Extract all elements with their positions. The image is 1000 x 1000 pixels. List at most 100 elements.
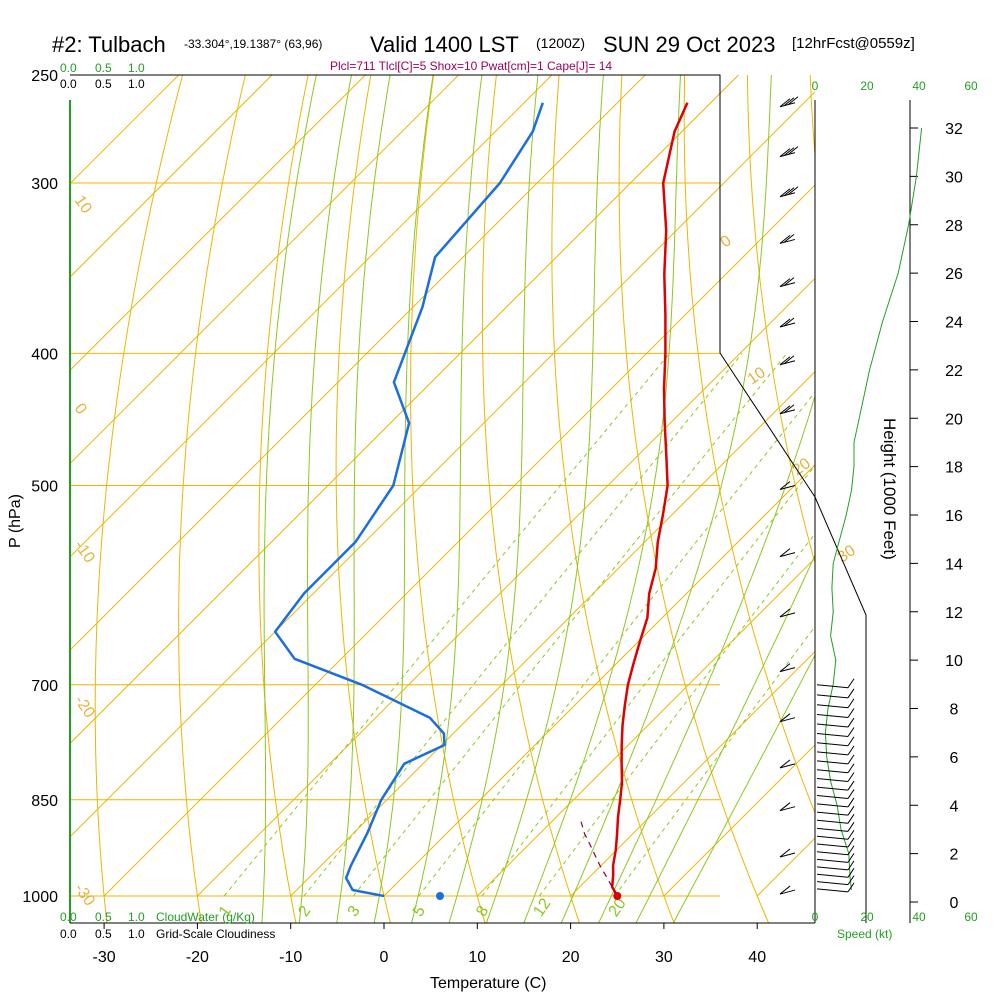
wind-barb bbox=[779, 146, 799, 158]
wind-barb-flag bbox=[783, 277, 795, 287]
dry-adiabat bbox=[746, 75, 815, 565]
wind-barb-staff bbox=[816, 742, 849, 747]
temperature-tick-label: 10 bbox=[468, 949, 486, 966]
wind-barb-staff bbox=[816, 723, 849, 728]
wind-barb-staff bbox=[816, 819, 849, 824]
wind-barb bbox=[779, 713, 796, 723]
pressure-tick-label: 1000 bbox=[22, 889, 58, 906]
wind-barb-staff bbox=[816, 811, 849, 816]
temperature-tick-label: -20 bbox=[186, 949, 209, 966]
wind-barb-staff bbox=[816, 732, 849, 737]
isotherm-line bbox=[70, 75, 459, 465]
wind-barb-flag bbox=[847, 805, 855, 816]
height-tick-label: 16 bbox=[945, 508, 963, 525]
pressure-tick-label: 850 bbox=[31, 793, 58, 810]
pressure-tick-label: 250 bbox=[31, 68, 58, 85]
isotherm-line bbox=[476, 557, 815, 897]
moist-adiabat bbox=[336, 75, 391, 923]
height-tick-label: 30 bbox=[945, 169, 963, 186]
moist-adiabat bbox=[411, 75, 483, 923]
mixing-ratio-label: 3 bbox=[345, 903, 364, 920]
wind-barb-staff bbox=[779, 485, 796, 490]
dewpoint-profile bbox=[273, 102, 544, 898]
wind-barb-flag bbox=[847, 698, 855, 709]
wind-barb-staff bbox=[816, 858, 849, 863]
wind-barb bbox=[779, 355, 796, 366]
wind-barb-staff bbox=[779, 852, 796, 858]
wind-barb-flag bbox=[847, 772, 855, 782]
mixing-ratio-line bbox=[303, 352, 743, 897]
mixing-ratio-line bbox=[223, 352, 671, 897]
wind-barb-flag bbox=[787, 96, 799, 106]
chart-station: #2: Tulbach bbox=[52, 32, 166, 57]
wind-barb bbox=[779, 96, 799, 108]
mixing-ratio-line bbox=[481, 464, 815, 897]
speed-tick-label: 0 bbox=[812, 910, 819, 924]
wind-barb bbox=[779, 608, 796, 618]
wind-barb bbox=[779, 277, 796, 288]
wind-barb-flag bbox=[847, 754, 855, 765]
wind-barb-flag bbox=[779, 278, 791, 288]
wind-barb-flag bbox=[847, 745, 855, 756]
isotherm-label: -30 bbox=[71, 881, 98, 910]
moist-adiabat bbox=[485, 75, 604, 923]
cloud-tick: 0.5 bbox=[95, 61, 112, 75]
cloud-tick: 1.0 bbox=[128, 927, 145, 941]
moist-adiabat bbox=[261, 75, 317, 923]
chart-forecast: [12hrFcst@0559z] bbox=[792, 35, 915, 52]
wind-barb-flag bbox=[847, 868, 855, 878]
chart-coords: -33.304°,19.1387° (63,96) bbox=[184, 37, 322, 51]
wind-barb-staff bbox=[779, 763, 796, 769]
wind-barb bbox=[779, 481, 796, 490]
speed-tick-label: 60 bbox=[964, 910, 978, 924]
speed-tick-label: 60 bbox=[964, 79, 978, 93]
cloud-tick: 0.0 bbox=[60, 910, 77, 924]
pressure-tick-label: 400 bbox=[31, 346, 58, 363]
wind-barb-staff bbox=[779, 552, 796, 558]
wind-barb-staff bbox=[779, 322, 796, 328]
speed-tick-label: 40 bbox=[912, 79, 926, 93]
height-tick-label: 20 bbox=[945, 411, 963, 428]
chart-indices: Plcl=711 Tlcl[C]=5 Shox=10 Pwat[cm]=1 Ca… bbox=[330, 59, 612, 73]
wind-barb-flag bbox=[787, 186, 799, 196]
height-tick-label: 8 bbox=[950, 702, 959, 719]
speed-axis-label: Speed (kt) bbox=[837, 927, 892, 941]
wind-barb-staff bbox=[816, 795, 849, 800]
dry-adiabat bbox=[94, 75, 184, 923]
isotherm-line bbox=[103, 184, 815, 897]
cloud-scale-top: 0.0 0.5 1.0 0.0 0.5 1.0 bbox=[60, 61, 145, 91]
mixing-ratio-label: 2 bbox=[295, 903, 314, 920]
moist-adiabat bbox=[635, 553, 815, 923]
speed-tick-label: 20 bbox=[860, 79, 874, 93]
isotherm-line bbox=[70, 75, 273, 278]
wind-barb-flag bbox=[847, 688, 855, 699]
wind-barb-flag bbox=[779, 188, 791, 198]
dry-adiabat bbox=[683, 75, 815, 815]
wind-barb-staff bbox=[779, 192, 796, 198]
chart-date: SUN 29 Oct 2023 bbox=[603, 32, 775, 57]
mixing-ratio-label: 12 bbox=[530, 895, 554, 919]
wind-barb-staff bbox=[779, 889, 796, 895]
surface-dewpoint-marker bbox=[436, 892, 444, 900]
wind-barb-staff bbox=[816, 803, 849, 808]
wind-barb bbox=[779, 548, 796, 558]
height-tick-label: 32 bbox=[945, 121, 963, 138]
plot-area: 1 2 3 5 8 12 20 bbox=[70, 75, 815, 923]
wind-barb-flag bbox=[847, 780, 855, 791]
height-tick-label: 12 bbox=[945, 605, 963, 622]
speed-tick-label: 0 bbox=[812, 79, 819, 93]
dry-adiabat bbox=[258, 75, 309, 923]
wind-barb-flag bbox=[847, 875, 855, 885]
wind-barb bbox=[779, 317, 796, 328]
wind-barb-flag bbox=[847, 727, 855, 737]
wind-speed-line bbox=[824, 127, 923, 890]
wind-barb-staff bbox=[816, 777, 849, 782]
wind-barb-flag bbox=[847, 797, 855, 808]
isotherm-line bbox=[70, 75, 739, 745]
wind-barb-flag bbox=[779, 885, 791, 895]
wind-barb-flag bbox=[787, 146, 799, 155]
wind-barb-flag bbox=[779, 318, 791, 328]
temperature-tick-label: 40 bbox=[748, 949, 766, 966]
mixing-ratio-line bbox=[538, 532, 815, 897]
